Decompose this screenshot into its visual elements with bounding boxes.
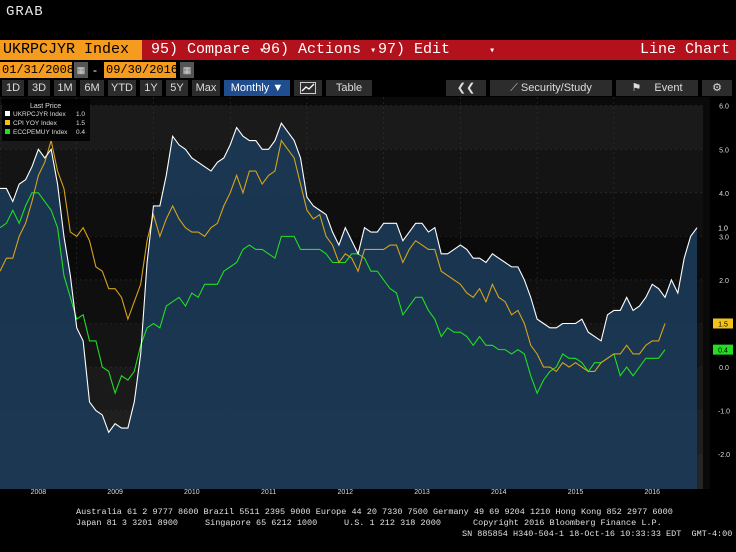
line-chart-toggle[interactable] (294, 80, 322, 96)
actions-label: Actions (298, 41, 362, 58)
ticker-field[interactable]: UKRPCJYR Index (0, 40, 142, 60)
chevron-down-icon: ▾ (370, 46, 377, 57)
range-5y-button[interactable]: 5Y (166, 80, 188, 96)
footer-copyright: Copyright 2016 Bloomberg Finance L.P. (473, 518, 662, 528)
compare-menu[interactable]: 95) Compare ▾ (151, 41, 266, 58)
x-tick-label: 2009 (107, 489, 123, 495)
last-value-markers: 1.0 1.5 0.4 (713, 222, 733, 355)
actions-menu[interactable]: 96) Actions ▾ (262, 41, 377, 58)
x-tick-label: 2012 (338, 489, 354, 495)
last-value-marker (713, 222, 733, 233)
legend-value: 1.5 (76, 120, 85, 127)
chart-type-label: Line Chart (639, 41, 730, 58)
compare-label: Compare (187, 41, 251, 58)
end-date-input[interactable]: 09/30/2016 (104, 62, 179, 78)
footer-line-1: Australia 61 2 9777 8600 Brazil 5511 239… (76, 507, 673, 517)
legend-value: 1.0 (76, 111, 85, 118)
x-tick-label: 2011 (261, 489, 276, 495)
table-button[interactable]: Table (326, 80, 372, 96)
footer-singapore: Singapore 65 6212 1000 (205, 518, 318, 528)
legend-entry: CPI YOY Index (13, 120, 58, 127)
last-value-marker (713, 344, 733, 355)
security-study-label: Security/Study (520, 82, 592, 94)
function-bar (0, 40, 736, 60)
legend-entry: UKRPCJYR Index (13, 111, 66, 118)
study-icon: ⟋ (510, 82, 518, 94)
y-tick-label: -1.0 (718, 409, 730, 416)
area-fill (0, 123, 697, 489)
gear-icon: ⚙ (712, 82, 722, 94)
last-value-label: 0.4 (718, 348, 728, 355)
x-tick-label: 2013 (414, 489, 430, 495)
footer-sn-line: SN 885854 H340-504-1 18-Oct-16 10:33:33 … (462, 529, 733, 539)
line-group (0, 121, 698, 434)
calendar-icon[interactable]: ▦ (180, 62, 194, 78)
last-value-label: 1.0 (718, 226, 728, 233)
chevron-down-icon: ▾ (489, 46, 496, 57)
y-tick-label: 2.0 (719, 278, 729, 285)
x-tick-label: 2016 (644, 489, 660, 495)
last-value-marker (713, 318, 733, 329)
start-date-input[interactable]: 01/31/2008 (0, 62, 75, 78)
x-tick-label: 2008 (31, 489, 47, 495)
grid-band (0, 149, 703, 193)
x-tick-label: 2015 (568, 489, 584, 495)
x-tick-label: 2014 (491, 489, 507, 495)
line-chart-icon (300, 82, 316, 94)
range-1d-button[interactable]: 1D (2, 80, 24, 96)
series-line-2 (0, 139, 666, 373)
range-6m-button[interactable]: 6M (80, 80, 104, 96)
chevron-down-icon: ▾ (259, 46, 266, 57)
range-1m-button[interactable]: 1M (54, 80, 76, 96)
legend-swatch (5, 120, 10, 125)
legend-swatch (5, 111, 10, 116)
x-tick-label: 2010 (184, 489, 200, 495)
y-tick-label: -2.0 (718, 452, 730, 459)
y-tick-label: 6.0 (719, 104, 729, 111)
grid-band (0, 192, 703, 237)
event-button[interactable]: ⚑ Event (616, 80, 698, 96)
y-axis: -2.0 -1.0 0.0 1.0 2.0 3.0 4.0 5.0 6.0 (718, 104, 730, 459)
y-tick-label: 3.0 (719, 234, 729, 241)
grid-band (0, 105, 703, 150)
x-axis: 2008 2009 2010 2011 2012 2013 2014 2015 2016 (31, 489, 661, 495)
range-ytd-button[interactable]: YTD (108, 80, 136, 96)
range-3d-button[interactable]: 3D (28, 80, 50, 96)
settings-button[interactable]: ⚙ (702, 80, 732, 96)
series-line-1 (0, 121, 698, 434)
legend-entry: ECCPEMUY Index (13, 129, 68, 136)
legend-title: Last Price (30, 103, 61, 110)
security-study-button[interactable]: ⟋ Security/Study (490, 80, 612, 96)
frequency-select[interactable]: Monthly ▼ (224, 80, 290, 96)
event-label: Event (654, 82, 683, 94)
footer-us: U.S. 1 212 318 2000 (344, 518, 441, 528)
legend-value: 0.4 (76, 129, 85, 136)
edit-label: Edit (414, 41, 451, 58)
edit-menu[interactable]: 97) Edit ▾ (378, 41, 496, 58)
legend-box (2, 99, 90, 141)
grab-label: GRAB (6, 4, 44, 20)
legend-swatch (5, 129, 10, 134)
series-line-3 (0, 192, 666, 395)
line-chart: -2.0-1.00.01.02.03.04.05.06.0 2008200920… (0, 97, 733, 495)
y-tick-label: 4.0 (719, 191, 729, 198)
legend: Last Price UKRPCJYR Index 1.0 CPI YOY Inde… (2, 99, 90, 141)
back-button[interactable]: ❮❮ (446, 80, 486, 96)
y-tick-label: 5.0 (719, 147, 729, 154)
date-separator: - (93, 63, 97, 77)
area-group (0, 123, 697, 489)
calendar-icon[interactable]: ▦ (74, 62, 88, 78)
flag-icon: ⚑ (631, 82, 642, 94)
range-1y-button[interactable]: 1Y (140, 80, 162, 96)
range-max-button[interactable]: Max (192, 80, 220, 96)
footer-japan: Japan 81 3 3201 8900 (76, 518, 179, 528)
last-value-label: 1.5 (718, 321, 728, 328)
y-tick-label: 0.0 (719, 365, 729, 372)
